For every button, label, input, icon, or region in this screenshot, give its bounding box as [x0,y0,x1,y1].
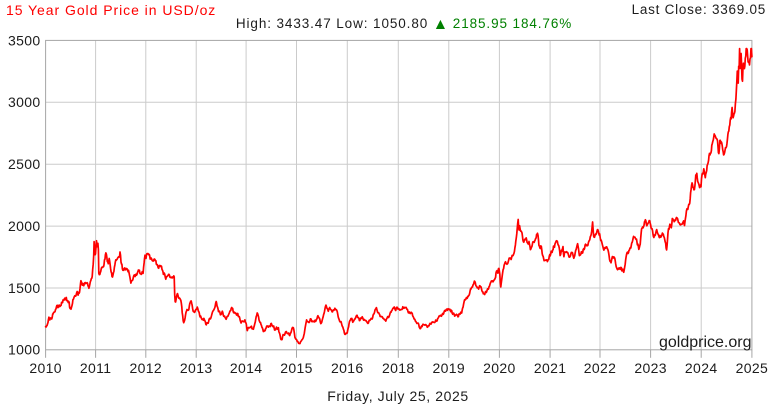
svg-text:2011: 2011 [80,360,112,376]
svg-text:2021: 2021 [534,360,567,376]
svg-text:2012: 2012 [130,360,163,376]
svg-text:1500: 1500 [8,280,41,296]
svg-text:3000: 3000 [8,94,41,110]
svg-text:2014: 2014 [230,360,263,376]
svg-text:2024: 2024 [685,360,718,376]
svg-text:3500: 3500 [8,32,41,48]
svg-text:1000: 1000 [8,342,41,358]
svg-text:2500: 2500 [8,156,41,172]
svg-text:2013: 2013 [180,360,213,376]
svg-text:2010: 2010 [29,360,62,376]
svg-text:2018: 2018 [382,360,415,376]
svg-text:2016: 2016 [331,360,364,376]
svg-text:2015: 2015 [280,360,313,376]
svg-text:2019: 2019 [433,360,466,376]
svg-text:goldprice.org: goldprice.org [659,334,752,351]
svg-text:2023: 2023 [634,360,667,376]
svg-text:2000: 2000 [8,218,41,234]
svg-text:2020: 2020 [483,360,516,376]
svg-text:2025: 2025 [736,360,769,376]
svg-text:2022: 2022 [584,360,617,376]
